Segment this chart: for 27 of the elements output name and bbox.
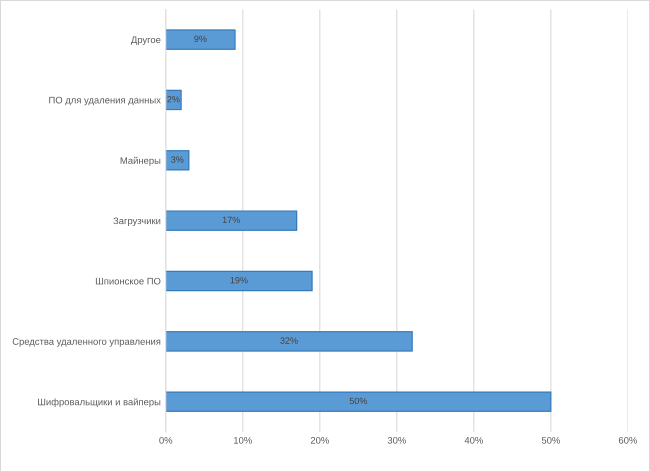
y-tick-label: Другое <box>130 36 160 45</box>
x-tick-label: 40% <box>464 436 483 444</box>
data-label: 32% <box>280 337 298 344</box>
data-label: 9% <box>194 36 207 42</box>
bar <box>166 29 236 50</box>
y-tick-label: Средства удаленного управления <box>12 338 160 347</box>
data-label: 3% <box>171 156 184 163</box>
bar <box>166 210 298 231</box>
data-label: 2% <box>167 96 180 102</box>
y-tick-label: Шпионское ПО <box>96 278 160 285</box>
y-tick-label: Загрузчики <box>113 217 160 226</box>
bar <box>166 391 552 412</box>
bar <box>166 150 190 171</box>
x-tick-label: 0% <box>159 436 172 444</box>
y-tick-label: Шифровальщики и вайперы <box>38 398 160 408</box>
bar <box>166 270 313 292</box>
y-tick-label: ПО для удаления данных <box>49 96 161 106</box>
data-label: 19% <box>230 277 248 284</box>
x-tick-label: 50% <box>542 436 560 444</box>
data-label: 17% <box>222 216 240 224</box>
x-tick-label: 60% <box>618 436 638 444</box>
bar <box>166 331 413 352</box>
data-label: 50% <box>350 398 368 404</box>
x-tick-label: 30% <box>388 436 406 444</box>
y-tick-label: Майнеры <box>120 156 160 166</box>
x-tick-label: 10% <box>234 436 252 444</box>
x-tick-label: 20% <box>310 436 329 444</box>
